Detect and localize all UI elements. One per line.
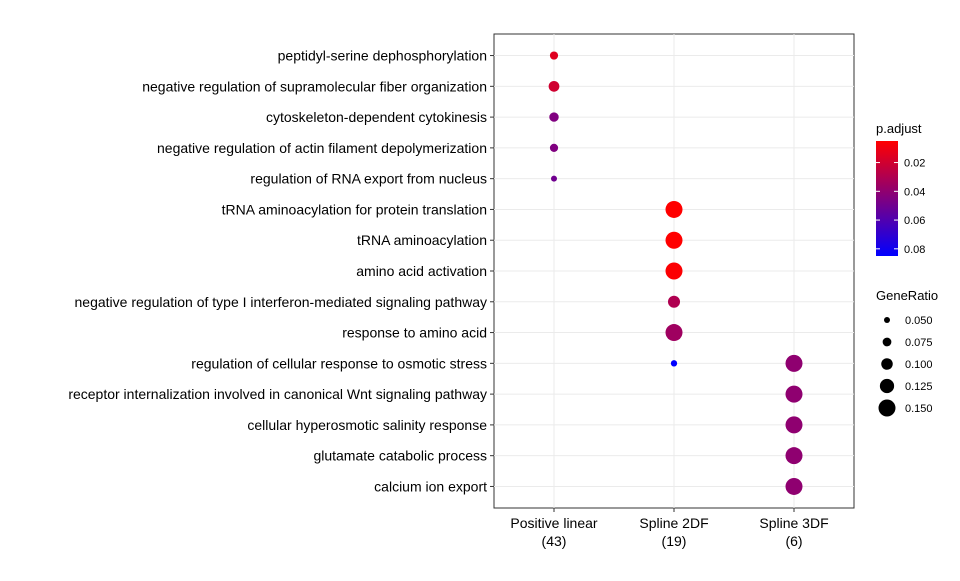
y-tick-label: negative regulation of actin filament de… — [157, 140, 487, 156]
y-tick-label: cytoskeleton-dependent cytokinesis — [266, 109, 487, 125]
size-legend-title: GeneRatio — [876, 288, 938, 303]
data-point — [665, 324, 683, 342]
data-point — [785, 385, 803, 403]
x-tick-count: (19) — [662, 533, 687, 549]
x-tick-count: (6) — [785, 533, 802, 549]
y-tick-label: tRNA aminoacylation for protein translat… — [222, 201, 487, 217]
size-legend-label: 0.100 — [905, 359, 933, 371]
x-tick-label: Spline 3DF — [759, 515, 828, 531]
y-tick-label: peptidyl-serine dephosphorylation — [278, 48, 487, 64]
data-point — [548, 80, 560, 92]
y-tick-label: amino acid activation — [356, 263, 487, 279]
color-legend-label: 0.02 — [904, 158, 925, 170]
data-point — [785, 354, 803, 372]
data-point — [667, 295, 681, 308]
data-point — [785, 416, 803, 434]
data-point — [670, 360, 678, 367]
data-point — [549, 51, 559, 60]
size-legend-label: 0.050 — [905, 315, 933, 327]
y-tick-label: negative regulation of supramolecular fi… — [142, 78, 487, 94]
size-legend-label: 0.125 — [905, 381, 933, 393]
color-legend-title: p.adjust — [876, 121, 922, 136]
size-legend-key — [882, 337, 892, 347]
size-legend-key — [881, 358, 893, 370]
size-legend-key — [879, 378, 895, 394]
data-point — [665, 231, 683, 249]
y-tick-label: negative regulation of type I interferon… — [75, 294, 487, 310]
size-legend-key — [884, 317, 890, 323]
data-point — [665, 200, 683, 218]
color-legend-label: 0.08 — [904, 244, 925, 256]
color-legend-bar — [876, 141, 898, 256]
y-tick-label: calcium ion export — [374, 478, 487, 494]
x-tick-count: (43) — [542, 533, 567, 549]
size-legend-key — [878, 399, 896, 417]
color-legend-label: 0.04 — [904, 186, 925, 198]
color-legend-label: 0.06 — [904, 215, 925, 227]
size-legend-label: 0.150 — [905, 403, 933, 415]
data-point — [785, 447, 803, 465]
data-point — [549, 143, 559, 152]
data-point — [665, 262, 683, 280]
data-point — [785, 477, 803, 495]
x-tick-label: Spline 2DF — [639, 515, 708, 531]
size-legend-label: 0.075 — [905, 337, 933, 349]
y-tick-label: regulation of RNA export from nucleus — [250, 171, 487, 187]
y-tick-label: cellular hyperosmotic salinity response — [247, 417, 487, 433]
y-tick-label: regulation of cellular response to osmot… — [191, 355, 487, 371]
y-tick-label: tRNA aminoacylation — [357, 232, 487, 248]
x-tick-label: Positive linear — [510, 515, 597, 531]
y-tick-label: glutamate catabolic process — [313, 448, 487, 464]
data-point — [551, 175, 557, 182]
data-point — [549, 112, 559, 122]
y-tick-label: response to amino acid — [342, 325, 487, 341]
y-tick-label: receptor internalization involved in can… — [68, 386, 487, 402]
